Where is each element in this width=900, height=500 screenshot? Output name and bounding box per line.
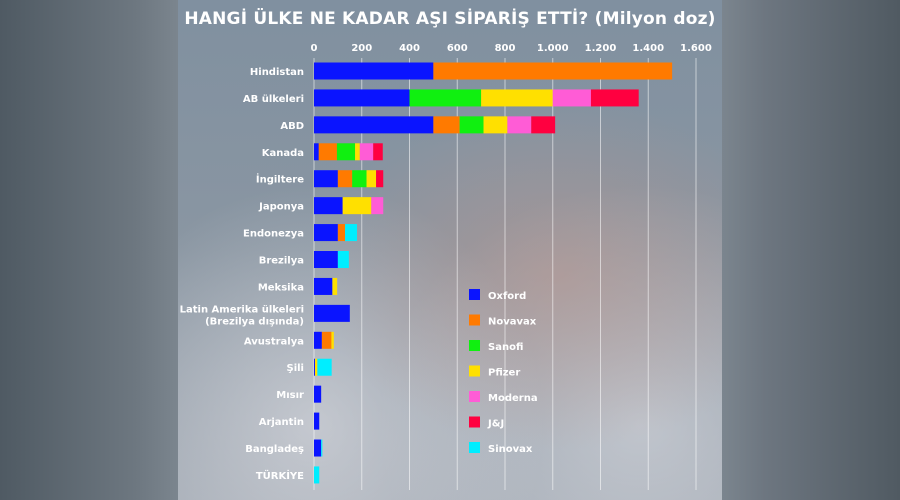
- chart-title: HANGİ ÜLKE NE KADAR AŞI SİPARİŞ ETTİ? (M…: [184, 9, 716, 29]
- legend-swatch: [469, 391, 480, 402]
- bar-segment-oxford: [314, 412, 320, 430]
- category-label: İngiltere: [256, 172, 304, 186]
- bar-segment-novavax: [433, 116, 460, 134]
- bar-segment-sanofi: [459, 116, 484, 134]
- bar-segment-sanofi: [352, 170, 367, 188]
- bar-segment-oxford: [314, 277, 333, 295]
- bar-segment-sanofi: [409, 89, 482, 107]
- bar-segment-moderna: [507, 116, 532, 134]
- bar-segment-oxford: [314, 358, 315, 376]
- bar-segment-oxford: [314, 385, 322, 403]
- bar-segment-pfizer: [481, 89, 553, 107]
- legend-label: Novavax: [488, 317, 537, 328]
- x-tick-label: 400: [399, 43, 420, 54]
- bar-segment-jj: [590, 89, 639, 107]
- bar-segment-oxford: [314, 304, 350, 322]
- bar-segment-pfizer: [332, 277, 338, 295]
- category-label: Hindistan: [250, 67, 304, 78]
- category-label: Mısır: [276, 390, 304, 401]
- bar-segment-oxford: [314, 251, 338, 269]
- category-label: Bangladeş: [245, 444, 304, 455]
- bar-segment-oxford: [314, 116, 434, 134]
- category-label: TÜRKİYE: [256, 468, 304, 482]
- x-tick-label: 0: [311, 43, 318, 54]
- bar-segment-pfizer: [342, 197, 372, 215]
- bar-segment-jj: [373, 143, 383, 161]
- legend-label: Sinovax: [488, 444, 533, 455]
- category-label: Endonezya: [243, 229, 304, 240]
- bar-segment-oxford: [314, 62, 434, 80]
- bar-segment-novavax: [321, 331, 332, 349]
- category-label: Latin Amerika ülkeleri (Brezilya dışında): [180, 304, 304, 327]
- bar-segment-sinovax: [321, 439, 323, 457]
- x-tick-label: 1.000: [537, 43, 569, 54]
- x-tick-label: 200: [351, 43, 372, 54]
- legend-label: Sanofi: [488, 342, 523, 353]
- bar-segment-oxford: [314, 143, 319, 161]
- category-label: Avustralya: [244, 336, 304, 347]
- x-tick-label: 800: [495, 43, 516, 54]
- background-photo: [178, 0, 722, 500]
- bar-segment-pfizer: [314, 358, 318, 376]
- legend-swatch: [469, 442, 480, 453]
- legend-label: Oxford: [488, 291, 526, 302]
- legend-label: Pfizer: [488, 368, 520, 379]
- legend-label: Moderna: [488, 393, 538, 404]
- bar-segment-pfizer: [331, 331, 334, 349]
- bar-segment-jj: [531, 116, 556, 134]
- category-label: ABD: [280, 121, 304, 132]
- bar-segment-moderna: [552, 89, 591, 107]
- bar-segment-pfizer: [355, 143, 360, 161]
- bar-segment-novavax: [318, 143, 337, 161]
- legend-label: J&J: [487, 419, 504, 430]
- bar-segment-jj: [376, 170, 384, 188]
- category-label: Japonya: [258, 202, 304, 213]
- bar-segment-novavax: [337, 224, 346, 242]
- x-tick-label: 1.400: [632, 43, 664, 54]
- bar-segment-oxford: [314, 170, 338, 188]
- bar-segment-sanofi: [336, 143, 356, 161]
- category-label: AB ülkeleri: [243, 94, 304, 105]
- bar-segment-pfizer: [366, 170, 377, 188]
- x-tick-label: 600: [447, 43, 468, 54]
- bar-segment-oxford: [314, 331, 322, 349]
- category-label: Arjantin: [259, 417, 304, 428]
- x-tick-label: 1.600: [680, 43, 712, 54]
- category-label: Şili: [287, 363, 305, 374]
- legend-swatch: [469, 289, 480, 300]
- category-label: Kanada: [262, 148, 304, 159]
- category-label: Brezilya: [259, 256, 304, 267]
- bar-segment-pfizer: [483, 116, 508, 134]
- bar-segment-moderna: [371, 197, 384, 215]
- bar-segment-oxford: [314, 89, 410, 107]
- legend-swatch: [469, 416, 480, 428]
- bar-segment-oxford: [314, 197, 343, 215]
- bar-segment-moderna: [359, 143, 374, 161]
- legend-swatch: [469, 365, 480, 377]
- bar-segment-sinovax: [345, 224, 357, 242]
- legend-swatch: [469, 340, 480, 351]
- bar-segment-oxford: [314, 224, 338, 242]
- legend-swatch: [469, 314, 480, 326]
- bar-segment-sinovax: [317, 358, 332, 376]
- bar-segment-oxford: [314, 439, 322, 457]
- x-tick-label: 1.200: [585, 43, 617, 54]
- category-label: Meksika: [258, 282, 304, 293]
- bar-segment-novavax: [337, 170, 353, 188]
- bar-segment-novavax: [433, 62, 673, 80]
- bar-segment-sinovax: [337, 251, 349, 269]
- bar-segment-sinovax: [314, 466, 320, 484]
